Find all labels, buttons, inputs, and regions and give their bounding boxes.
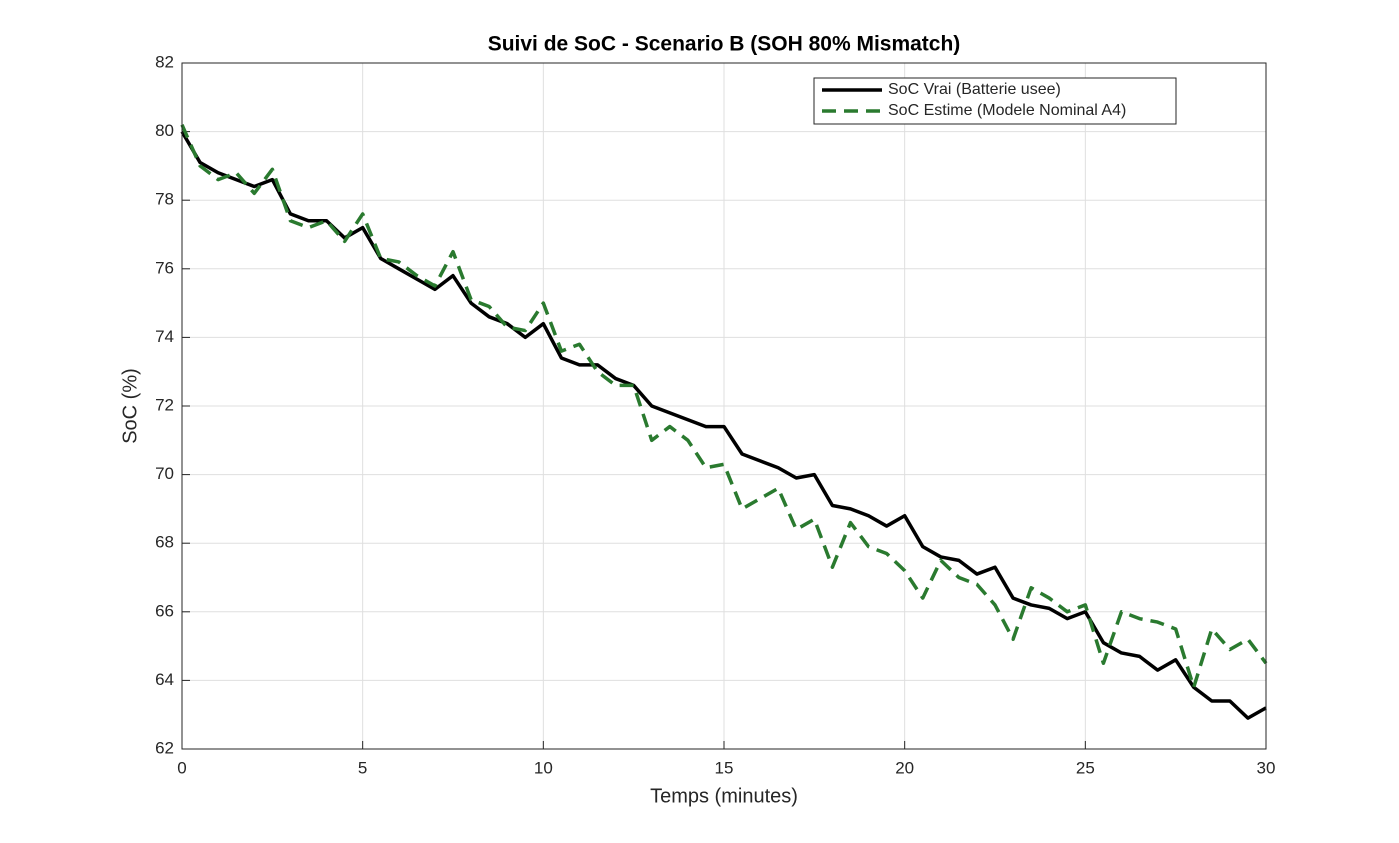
legend-box: [813, 77, 1177, 125]
chart-title: Suivi de SoC - Scenario B (SOH 80% Misma…: [488, 33, 961, 56]
y-tick-label: 72: [155, 395, 174, 414]
x-tick-label: 20: [895, 758, 914, 777]
y-tick-label: 74: [155, 327, 174, 346]
plot-frame: [181, 62, 1267, 750]
y-tick-label: 64: [155, 670, 174, 689]
x-tick-label: 5: [358, 758, 367, 777]
y-tick-label: 76: [155, 258, 174, 277]
legend-label: SoC Estime (Modele Nominal A4): [888, 102, 1126, 119]
y-tick-label: 70: [155, 464, 174, 483]
y-tick-label: 80: [155, 121, 174, 140]
x-tick-label: 0: [177, 758, 186, 777]
x-axis-label: Temps (minutes): [650, 785, 798, 807]
y-tick-label: 62: [155, 738, 174, 757]
series-line: [180, 124, 1268, 690]
y-tick-label: 82: [155, 52, 174, 71]
y-tick-label: 78: [155, 190, 174, 209]
x-tick-label: 30: [1257, 758, 1276, 777]
x-tick-label: 15: [715, 758, 734, 777]
y-tick-label: 68: [155, 533, 174, 552]
y-axis-label: SoC (%): [119, 368, 141, 444]
x-tick-label: 25: [1076, 758, 1095, 777]
y-tick-label: 66: [155, 601, 174, 620]
legend-label: SoC Vrai (Batterie usee): [888, 81, 1061, 98]
x-tick-label: 10: [534, 758, 553, 777]
series-line: [180, 130, 1267, 720]
